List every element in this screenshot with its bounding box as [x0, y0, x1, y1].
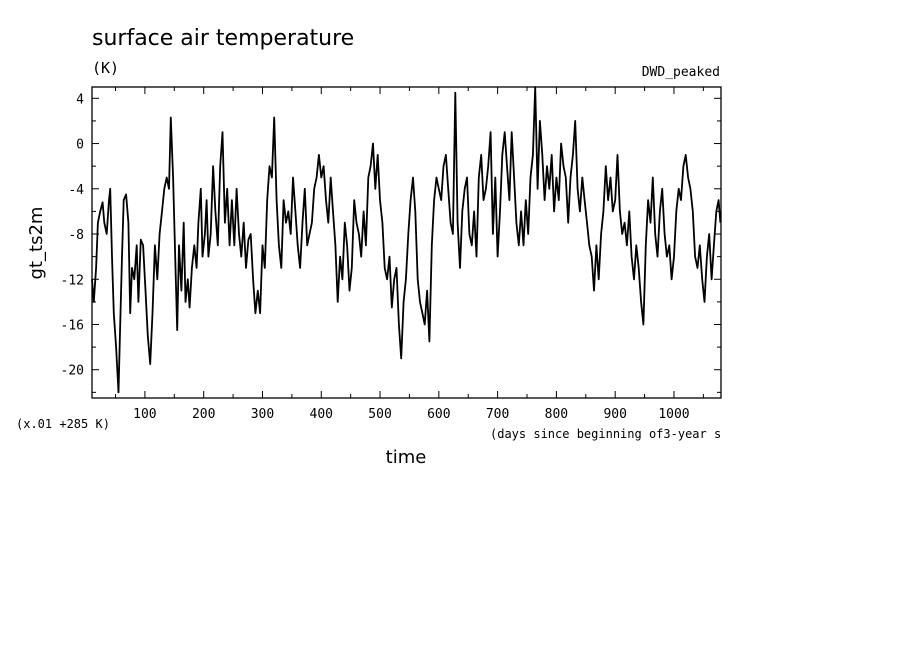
y-axis-label: gt_ts2m	[26, 207, 47, 280]
chart-title: surface air temperature	[92, 26, 354, 51]
x-tick-label: 900	[603, 407, 626, 422]
y-tick-label: -8	[68, 228, 84, 243]
y-tick-label: -20	[61, 364, 84, 379]
x-axis-label: time	[386, 447, 427, 468]
y-tick-label: 4	[76, 92, 84, 107]
x-tick-label: 400	[310, 407, 333, 422]
x-tick-label: 500	[368, 407, 391, 422]
plot-frame	[91, 86, 722, 399]
x-tick-label: 100	[133, 407, 156, 422]
x-tick-label: 800	[545, 407, 568, 422]
scale-note: (x.01 +285 K)	[16, 417, 110, 431]
x-axis-note: (days since beginning of3-year s	[490, 427, 721, 441]
run-label: DWD_peaked	[642, 65, 720, 80]
y-tick-label: -4	[68, 183, 84, 198]
series-group	[91, 86, 722, 394]
x-tick-label: 1000	[658, 407, 689, 422]
x-axis-ticks: 100 200 300 400 500 600 700 800 900 1000	[115, 87, 704, 422]
x-tick-label: 200	[192, 407, 215, 422]
x-tick-label: 600	[427, 407, 450, 422]
y-tick-label: 0	[76, 138, 84, 153]
x-tick-label: 700	[486, 407, 509, 422]
y-tick-label: -16	[61, 318, 84, 333]
x-tick-label: 300	[251, 407, 274, 422]
y-axis-ticks: 4 0 -4 -8 -12 -16 -20	[61, 92, 721, 393]
series-line	[91, 86, 722, 394]
y-tick-label: -12	[61, 273, 84, 288]
units-label: (K)	[92, 59, 119, 77]
